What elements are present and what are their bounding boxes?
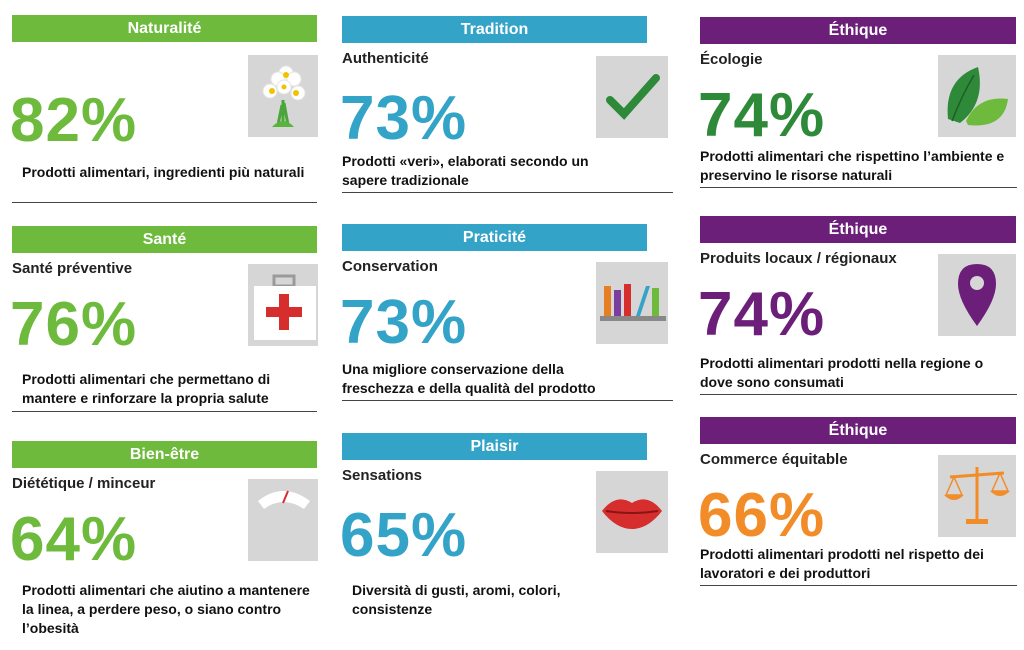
card-header: Éthique <box>700 417 1016 444</box>
card-header: Tradition <box>342 16 647 43</box>
location-pin-icon <box>938 254 1016 336</box>
card-ethique-commerce: Éthique Commerce équitable 66% Prodotti … <box>698 417 1017 586</box>
card-description: Prodotti alimentari che permettano di ma… <box>22 371 271 406</box>
card-divider <box>342 192 673 193</box>
card-divider <box>12 411 317 412</box>
card-percentage: 74% <box>698 280 826 349</box>
card-tradition: Tradition Authenticité 73% Prodotti «ver… <box>340 16 673 193</box>
card-description: Diversità di gusti, aromi, colori, consi… <box>352 582 561 617</box>
card-description: Prodotti alimentari prodotti nella regio… <box>700 355 984 390</box>
card-percentage: 82% <box>10 86 138 155</box>
card-percentage: 66% <box>698 481 826 550</box>
card-header: Bien-être <box>12 441 317 468</box>
card-bien-etre: Bien-être Diététique / minceur 64% Prodo… <box>10 441 318 636</box>
card-description: Una migliore conservazione della fresche… <box>342 361 596 396</box>
card-subtitle: Santé préventive <box>12 260 133 277</box>
card-plaisir: Plaisir Sensations 65% Diversità di gust… <box>340 433 668 617</box>
flower-icon <box>248 55 318 137</box>
card-description: Prodotti alimentari, ingredienti più nat… <box>22 164 305 180</box>
card-percentage: 65% <box>340 501 468 570</box>
balance-scale-icon <box>938 455 1016 537</box>
card-divider <box>700 585 1017 586</box>
card-subtitle: Commerce équitable <box>700 451 848 468</box>
card-subtitle: Produits locaux / régionaux <box>700 250 897 267</box>
card-praticite: Praticité Conservation 73% Una migliore … <box>340 224 673 401</box>
card-description: Prodotti alimentari che rispettino l’amb… <box>700 148 1005 183</box>
shelf-icon <box>596 262 668 344</box>
card-sante: Santé Santé préventive 76% Prodotti alim… <box>10 226 318 412</box>
card-percentage: 73% <box>340 288 468 357</box>
card-divider <box>700 394 1017 395</box>
leaves-icon <box>938 55 1016 137</box>
card-percentage: 76% <box>10 290 138 359</box>
card-header: Santé <box>12 226 317 253</box>
card-subtitle: Écologie <box>700 51 763 68</box>
card-header: Éthique <box>700 216 1016 243</box>
card-subtitle: Conservation <box>342 258 438 275</box>
checkmark-icon <box>596 56 668 138</box>
card-naturalite: Naturalité 82% Prodotti alimentari, ingr… <box>10 15 318 203</box>
card-divider <box>342 400 673 401</box>
card-header: Plaisir <box>342 433 647 460</box>
card-header: Praticité <box>342 224 647 251</box>
weighing-scale-icon <box>248 479 318 561</box>
card-description: Prodotti alimentari prodotti nel rispett… <box>700 546 984 581</box>
card-description: Prodotti alimentari che aiutino a manten… <box>22 582 310 636</box>
card-ethique-local: Éthique Produits locaux / régionaux 74% … <box>698 216 1017 395</box>
first-aid-kit-icon <box>248 264 318 346</box>
card-subtitle: Sensations <box>342 467 423 484</box>
card-percentage: 73% <box>340 84 468 153</box>
card-percentage: 64% <box>10 505 138 574</box>
card-description: Prodotti «veri», elaborati secondo un sa… <box>342 153 589 188</box>
card-divider <box>700 187 1017 188</box>
card-header: Éthique <box>700 17 1016 44</box>
card-ethique-ecologie: Éthique Écologie 74% Prodotti alimentari… <box>698 17 1017 188</box>
lips-icon <box>596 471 668 553</box>
card-percentage: 74% <box>698 81 826 150</box>
card-divider <box>12 202 317 203</box>
card-header: Naturalité <box>12 15 317 42</box>
card-subtitle: Diététique / minceur <box>12 475 156 492</box>
card-subtitle: Authenticité <box>342 50 429 67</box>
